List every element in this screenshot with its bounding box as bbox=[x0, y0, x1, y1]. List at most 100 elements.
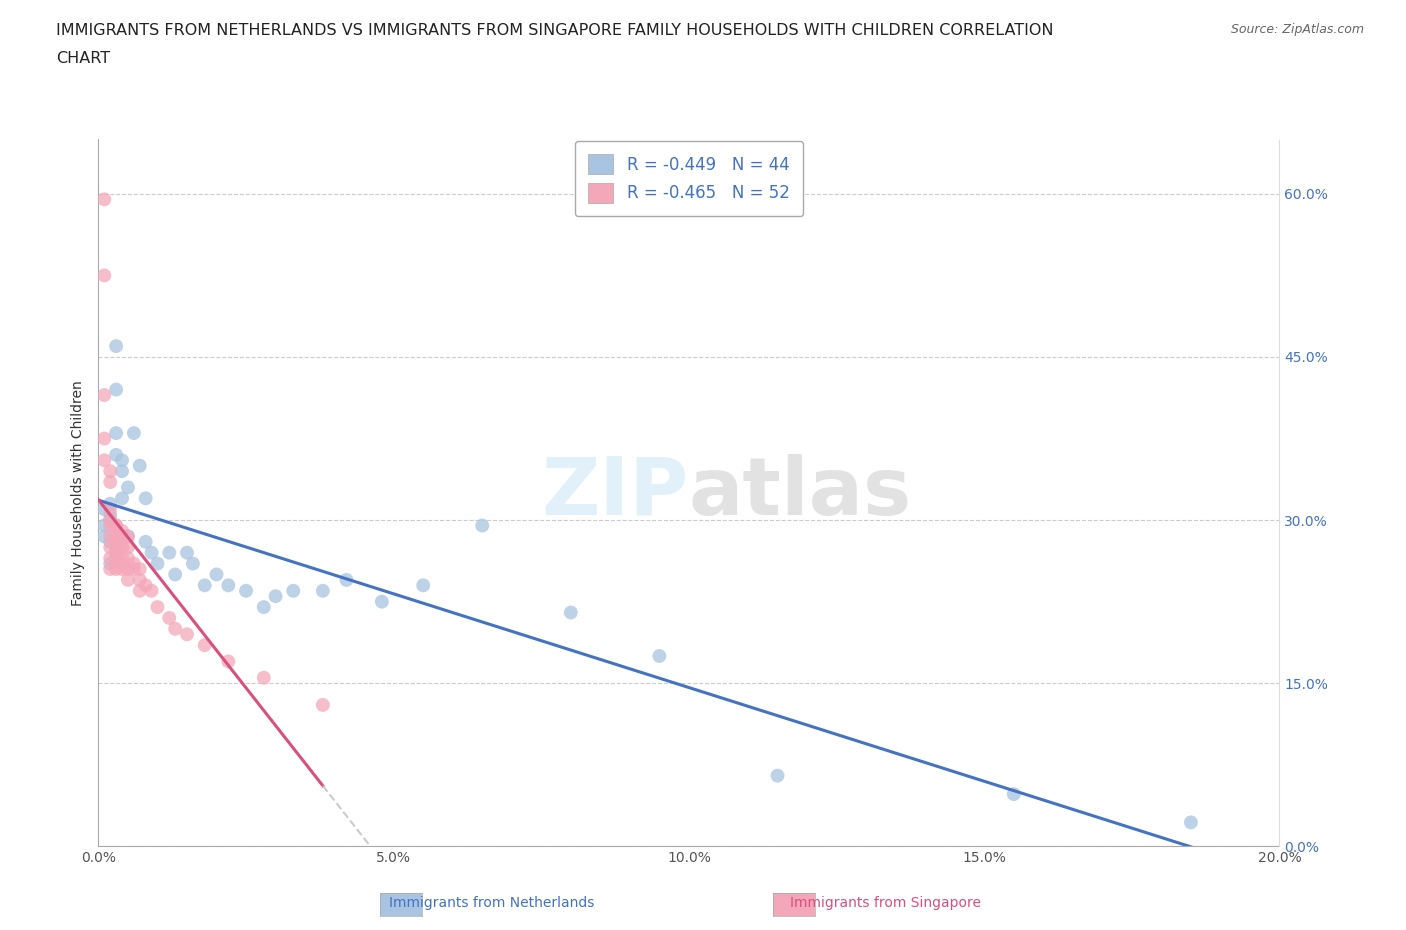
Point bbox=[111, 539, 134, 554]
Point bbox=[135, 578, 157, 592]
Point bbox=[105, 339, 128, 353]
Point bbox=[93, 388, 115, 403]
Point bbox=[560, 605, 582, 620]
Point bbox=[128, 573, 150, 588]
Point bbox=[111, 453, 134, 468]
Point bbox=[98, 464, 121, 479]
Point bbox=[98, 518, 121, 533]
Point bbox=[122, 556, 145, 571]
Point bbox=[117, 551, 139, 565]
Point bbox=[93, 268, 115, 283]
Point bbox=[105, 518, 128, 533]
Point bbox=[264, 589, 287, 604]
Point bbox=[105, 529, 128, 544]
Point bbox=[98, 502, 121, 517]
Point bbox=[122, 426, 145, 441]
Point bbox=[1180, 815, 1202, 830]
Point bbox=[117, 480, 139, 495]
Point bbox=[98, 539, 121, 554]
Point bbox=[371, 594, 394, 609]
Point bbox=[165, 567, 187, 582]
Point bbox=[117, 573, 139, 588]
Point bbox=[283, 583, 305, 598]
Point bbox=[253, 600, 276, 615]
Point bbox=[165, 621, 187, 636]
Point bbox=[181, 556, 204, 571]
Point bbox=[98, 512, 121, 527]
Point bbox=[146, 556, 169, 571]
Text: Source: ZipAtlas.com: Source: ZipAtlas.com bbox=[1230, 23, 1364, 36]
Point bbox=[105, 518, 128, 533]
Point bbox=[141, 545, 163, 560]
Text: Immigrants from Netherlands: Immigrants from Netherlands bbox=[389, 896, 595, 910]
Point bbox=[93, 502, 115, 517]
Point bbox=[146, 600, 169, 615]
Text: atlas: atlas bbox=[689, 454, 912, 532]
Point bbox=[157, 545, 180, 560]
Text: IMMIGRANTS FROM NETHERLANDS VS IMMIGRANTS FROM SINGAPORE FAMILY HOUSEHOLDS WITH : IMMIGRANTS FROM NETHERLANDS VS IMMIGRANT… bbox=[56, 23, 1053, 38]
Point bbox=[105, 551, 128, 565]
Point bbox=[253, 671, 276, 685]
Point bbox=[766, 768, 789, 783]
Point bbox=[111, 524, 134, 538]
Point bbox=[157, 610, 180, 625]
Text: ZIP: ZIP bbox=[541, 454, 689, 532]
Point bbox=[135, 535, 157, 550]
Point bbox=[117, 539, 139, 554]
Point bbox=[122, 562, 145, 577]
Legend: R = -0.449   N = 44, R = -0.465   N = 52: R = -0.449 N = 44, R = -0.465 N = 52 bbox=[575, 140, 803, 217]
Point bbox=[111, 491, 134, 506]
Point bbox=[135, 491, 157, 506]
Point bbox=[176, 545, 198, 560]
Point bbox=[312, 583, 335, 598]
Point bbox=[105, 545, 128, 560]
Point bbox=[117, 529, 139, 544]
Point bbox=[111, 464, 134, 479]
Point bbox=[217, 654, 239, 669]
Point bbox=[105, 529, 128, 544]
Point bbox=[98, 529, 121, 544]
Point bbox=[111, 562, 134, 577]
Point bbox=[235, 583, 257, 598]
Point bbox=[111, 551, 134, 565]
Point bbox=[217, 578, 239, 592]
Point bbox=[205, 567, 228, 582]
Point bbox=[105, 539, 128, 554]
Point bbox=[1002, 787, 1025, 802]
Point bbox=[111, 556, 134, 571]
Point bbox=[412, 578, 434, 592]
Point bbox=[98, 497, 121, 512]
Point bbox=[105, 562, 128, 577]
Point bbox=[105, 545, 128, 560]
Point bbox=[648, 648, 671, 663]
Point bbox=[98, 512, 121, 527]
Point bbox=[128, 458, 150, 473]
Text: CHART: CHART bbox=[56, 51, 110, 66]
Point bbox=[93, 453, 115, 468]
Point bbox=[105, 426, 128, 441]
Point bbox=[98, 562, 121, 577]
Point bbox=[141, 583, 163, 598]
Point bbox=[93, 192, 115, 206]
Point bbox=[111, 539, 134, 554]
Point bbox=[128, 583, 150, 598]
Point bbox=[471, 518, 494, 533]
Point bbox=[105, 535, 128, 550]
Point bbox=[93, 529, 115, 544]
Point bbox=[98, 474, 121, 489]
Point bbox=[105, 551, 128, 565]
Point bbox=[335, 573, 357, 588]
Point bbox=[93, 518, 115, 533]
Point bbox=[176, 627, 198, 642]
Y-axis label: Family Households with Children: Family Households with Children bbox=[72, 380, 86, 605]
Point bbox=[128, 562, 150, 577]
Point bbox=[105, 447, 128, 462]
Point bbox=[98, 507, 121, 522]
Point bbox=[111, 529, 134, 544]
Text: Immigrants from Singapore: Immigrants from Singapore bbox=[790, 896, 981, 910]
Point bbox=[98, 551, 121, 565]
Point bbox=[117, 562, 139, 577]
Point bbox=[105, 382, 128, 397]
Point bbox=[194, 578, 217, 592]
Point bbox=[93, 432, 115, 446]
